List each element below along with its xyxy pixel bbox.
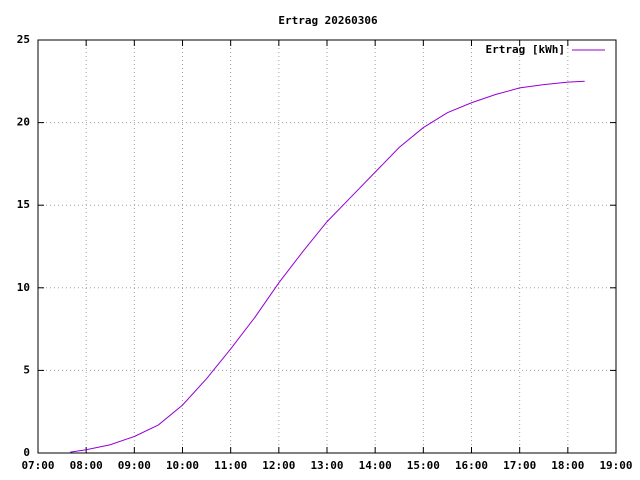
x-tick-label: 09:00 [118, 459, 151, 472]
x-tick-label: 08:00 [70, 459, 103, 472]
x-tick-label: 12:00 [262, 459, 295, 472]
y-tick-label: 20 [17, 116, 30, 129]
y-tick-label: 5 [23, 363, 30, 376]
x-tick-label: 18:00 [551, 459, 584, 472]
x-tick-label: 14:00 [359, 459, 392, 472]
y-tick-label: 25 [17, 33, 30, 46]
plot-border [37, 39, 617, 454]
x-tick-label: 07:00 [21, 459, 54, 472]
y-tick-label: 15 [17, 198, 30, 211]
x-tick-label: 13:00 [310, 459, 343, 472]
legend-label: Ertrag [kWh] [486, 43, 565, 56]
y-tick-label: 10 [17, 281, 30, 294]
chart-title: Ertrag 20260306 [278, 14, 378, 27]
x-tick-label: 17:00 [503, 459, 536, 472]
x-tick-label: 16:00 [455, 459, 488, 472]
series-line [70, 80, 585, 453]
y-tick-label: 0 [23, 446, 30, 459]
x-tick-label: 19:00 [599, 459, 632, 472]
x-tick-label: 11:00 [214, 459, 247, 472]
x-tick-label: 10:00 [166, 459, 199, 472]
x-tick-label: 15:00 [407, 459, 440, 472]
